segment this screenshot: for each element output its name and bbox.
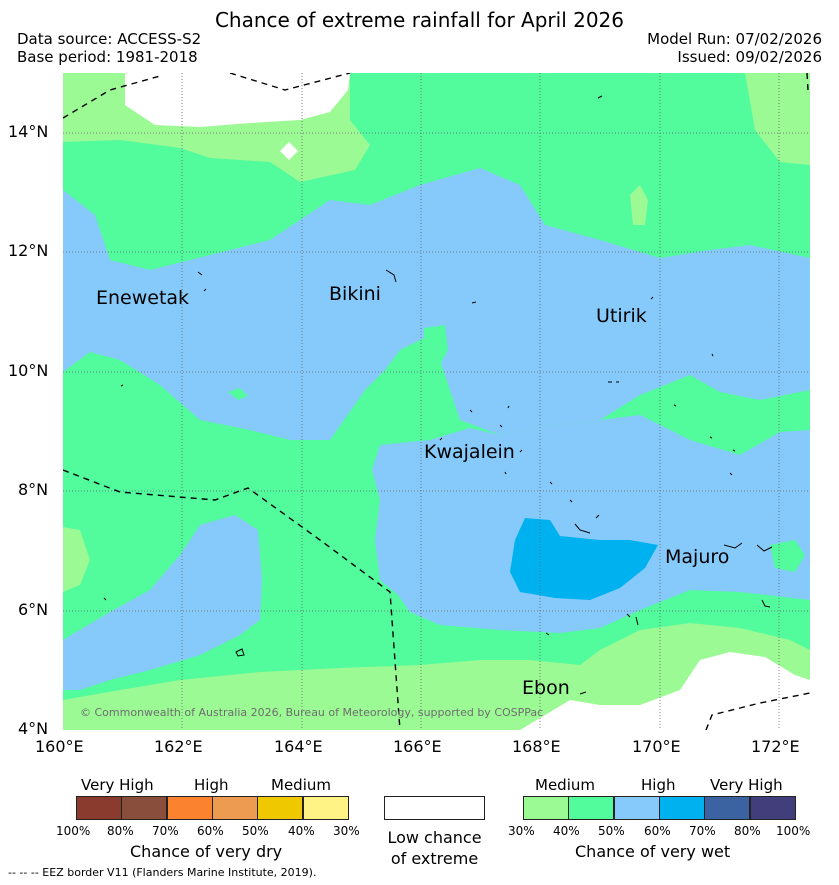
region-low-south (520, 652, 810, 730)
wet-caption: Chance of very wet (575, 842, 731, 861)
dry-swatch-2 (121, 796, 168, 820)
wet-tick-70: 70% (689, 824, 716, 838)
lon-label-170e: 170°E (632, 737, 681, 756)
dry-swatch-1 (76, 796, 122, 820)
dry-swatch-4 (211, 796, 258, 820)
region-40-50-bulge (424, 325, 448, 365)
low-chance-label-line2: of extreme (390, 849, 479, 868)
dry-header-very-high: Very High (81, 776, 154, 794)
region-30-40-south (63, 623, 810, 730)
lat-label-8n: 8°N (18, 480, 49, 499)
wet-swatch-3 (613, 796, 660, 820)
region-low-diamond (280, 142, 298, 160)
place-majuro: Majuro (665, 546, 730, 568)
wet-swatch-1 (523, 796, 569, 820)
wet-swatch-6 (749, 796, 796, 820)
wet-tick-100: 100% (776, 824, 811, 838)
lat-label-12n: 12°N (8, 241, 49, 260)
lon-label-168e: 168°E (512, 737, 561, 756)
eez-border (63, 73, 810, 730)
lon-label-172e: 172°E (751, 737, 800, 756)
dry-tick-100: 100% (56, 824, 91, 838)
dry-swatch-3 (166, 796, 213, 820)
wet-tick-50: 50% (598, 824, 625, 838)
lat-label-14n: 14°N (8, 122, 49, 141)
wet-tick-30: 30% (508, 824, 535, 838)
island-outlines (103, 95, 773, 695)
wet-tick-80: 80% (734, 824, 761, 838)
place-ebon: Ebon (522, 677, 570, 699)
lat-label-4n: 4°N (18, 719, 49, 738)
lon-label-166e: 166°E (393, 737, 442, 756)
lon-label-162e: 162°E (154, 737, 203, 756)
wet-header-very-high: Very High (710, 776, 783, 794)
low-chance-label-line1: Low chance (387, 828, 482, 847)
dry-caption: Chance of very dry (130, 842, 283, 861)
dry-tick-70: 70% (152, 824, 179, 838)
place-bikini: Bikini (329, 283, 381, 305)
dry-tick-60: 60% (197, 824, 224, 838)
region-40-50-islet (228, 388, 248, 400)
dry-tick-40: 40% (288, 824, 315, 838)
lon-label-160e: 160°E (35, 737, 84, 756)
dry-tick-80: 80% (107, 824, 134, 838)
wet-swatch-4 (658, 796, 705, 820)
model-run-label: Model Run: 07/02/2026 (647, 30, 822, 48)
wet-swatch-2 (568, 796, 615, 820)
wet-header-medium: Medium (535, 776, 595, 794)
dry-swatch-5 (257, 796, 304, 820)
low-chance-swatch (384, 796, 485, 820)
place-enewetak: Enewetak (96, 287, 190, 309)
wet-header-high: High (641, 776, 676, 794)
region-50-60-south (372, 415, 810, 633)
wet-tick-40: 40% (553, 824, 580, 838)
dry-header-medium: Medium (271, 776, 331, 794)
base-period-label: Base period: 1981-2018 (17, 48, 198, 66)
dry-swatch-6 (302, 796, 349, 820)
dry-tick-30: 30% (333, 824, 360, 838)
dry-header-high: High (194, 776, 229, 794)
eez-border-note: -- -- -- EEZ border V11 (Flanders Marine… (8, 866, 317, 879)
lat-label-6n: 6°N (18, 600, 49, 619)
region-30-40-patch (630, 185, 648, 225)
dry-tick-50: 50% (242, 824, 269, 838)
map-title: Chance of extreme rainfall for April 202… (214, 8, 625, 32)
wet-swatch-5 (704, 796, 751, 820)
issued-label: Issued: 09/02/2026 (677, 48, 822, 66)
lon-label-164e: 164°E (274, 737, 323, 756)
region-low-north (125, 73, 350, 127)
data-source-label: Data source: ACCESS-S2 (17, 30, 202, 48)
region-50-60-southwest (63, 515, 262, 690)
place-kwajalein: Kwajalein (424, 441, 515, 463)
region-30-40-northeast (745, 73, 810, 165)
region-60-70 (510, 518, 658, 600)
rainfall-map (63, 73, 810, 730)
lat-label-10n: 10°N (8, 361, 49, 380)
copyright-notice: © Commonwealth of Australia 2026, Bureau… (80, 706, 544, 719)
region-30-40-west (63, 527, 90, 592)
place-utirik: Utirik (596, 305, 647, 327)
wet-tick-60: 60% (644, 824, 671, 838)
